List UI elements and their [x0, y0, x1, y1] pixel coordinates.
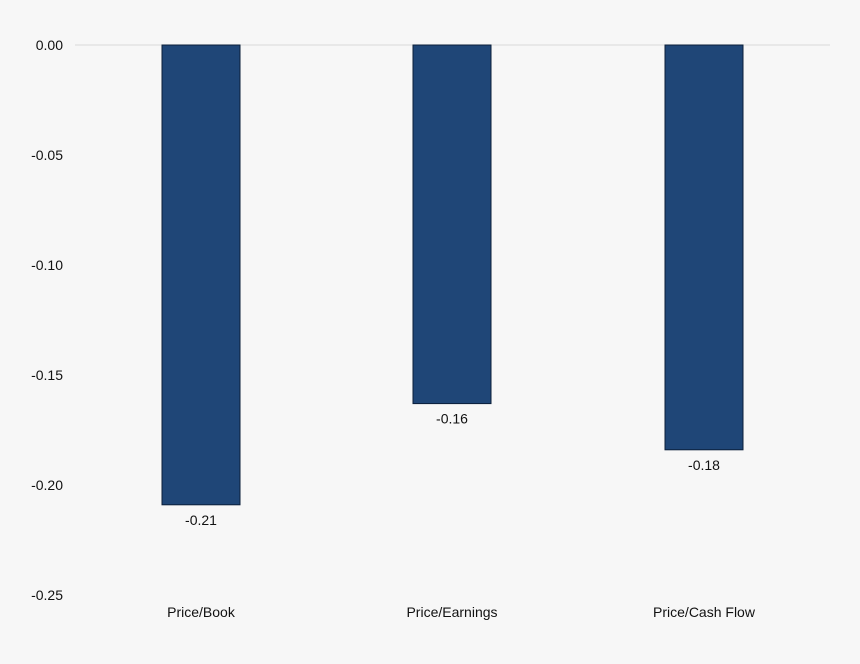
y-tick-label: -0.10: [31, 257, 63, 273]
x-category-label: Price/Cash Flow: [653, 604, 756, 620]
bar-value-label: -0.21: [185, 512, 217, 528]
category-labels: Price/Book Price/Earnings Price/Cash Flow: [167, 604, 756, 620]
bars: [161, 44, 744, 506]
x-category-label: Price/Earnings: [406, 604, 497, 620]
y-tick-label: -0.20: [31, 477, 63, 493]
bar-1: [412, 44, 492, 405]
y-tick-label: -0.15: [31, 367, 63, 383]
bar-2: [664, 44, 744, 451]
y-axis-ticks: 0.00 -0.05 -0.10 -0.15 -0.20 -0.25: [31, 37, 63, 603]
x-category-label: Price/Book: [167, 604, 236, 620]
y-tick-label: -0.25: [31, 587, 63, 603]
bar-value-label: -0.18: [688, 457, 720, 473]
bar-value-label: -0.16: [436, 411, 468, 427]
y-tick-label: -0.05: [31, 147, 63, 163]
y-tick-label: 0.00: [36, 37, 63, 53]
data-labels: -0.21 -0.16 -0.18: [185, 411, 720, 528]
bar-0: [161, 44, 241, 506]
